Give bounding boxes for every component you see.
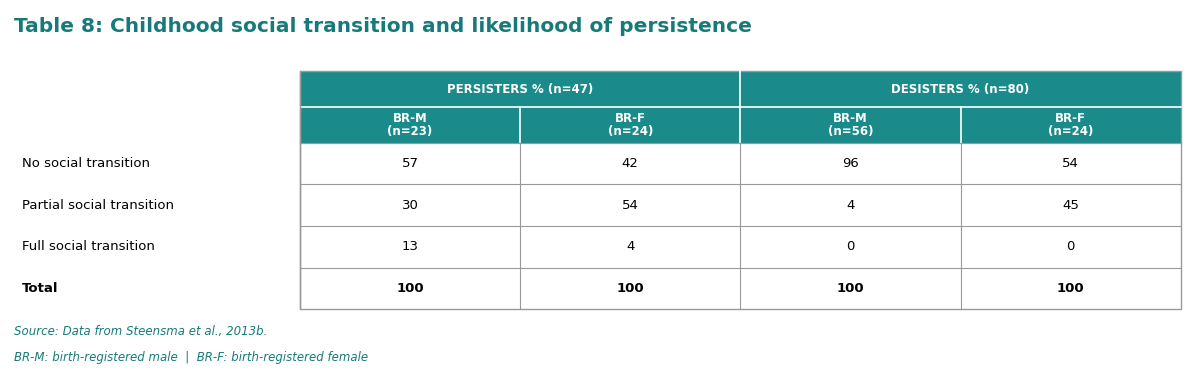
Text: Table 8: Childhood social transition and likelihood of persistence: Table 8: Childhood social transition and… xyxy=(14,17,752,36)
Text: 0: 0 xyxy=(846,240,854,253)
Text: 100: 100 xyxy=(1057,282,1085,295)
Text: (n=24): (n=24) xyxy=(607,124,653,138)
Text: 100: 100 xyxy=(396,282,424,295)
Text: Total: Total xyxy=(22,282,58,295)
Text: 100: 100 xyxy=(617,282,644,295)
Text: 100: 100 xyxy=(836,282,864,295)
Text: (n=56): (n=56) xyxy=(828,124,874,138)
Text: No social transition: No social transition xyxy=(22,157,150,170)
Text: DESISTERS % (n=80): DESISTERS % (n=80) xyxy=(892,82,1030,96)
Text: 45: 45 xyxy=(1062,199,1079,211)
Text: Source: Data from Steensma et al., 2013b.: Source: Data from Steensma et al., 2013b… xyxy=(14,326,268,338)
Text: 4: 4 xyxy=(846,199,854,211)
Text: PERSISTERS % (n=47): PERSISTERS % (n=47) xyxy=(448,82,593,96)
Text: 54: 54 xyxy=(622,199,638,211)
Text: BR-F: BR-F xyxy=(614,112,646,125)
Text: 13: 13 xyxy=(402,240,419,253)
Bar xyxy=(300,71,1181,309)
Text: 54: 54 xyxy=(1062,157,1079,170)
Text: (n=23): (n=23) xyxy=(388,124,433,138)
Text: 4: 4 xyxy=(626,240,635,253)
Text: 96: 96 xyxy=(842,157,859,170)
Text: 0: 0 xyxy=(1067,240,1075,253)
Text: BR-M: BR-M xyxy=(392,112,427,125)
Text: (n=24): (n=24) xyxy=(1048,124,1093,138)
Text: 42: 42 xyxy=(622,157,638,170)
Text: Full social transition: Full social transition xyxy=(22,240,155,253)
Text: 30: 30 xyxy=(402,199,419,211)
Bar xyxy=(300,71,1181,142)
Text: 57: 57 xyxy=(402,157,419,170)
Text: BR-M: BR-M xyxy=(833,112,868,125)
Text: BR-F: BR-F xyxy=(1055,112,1086,125)
Text: Partial social transition: Partial social transition xyxy=(22,199,174,211)
Text: BR-M: birth-registered male  |  BR-F: birth-registered female: BR-M: birth-registered male | BR-F: birt… xyxy=(14,351,368,363)
